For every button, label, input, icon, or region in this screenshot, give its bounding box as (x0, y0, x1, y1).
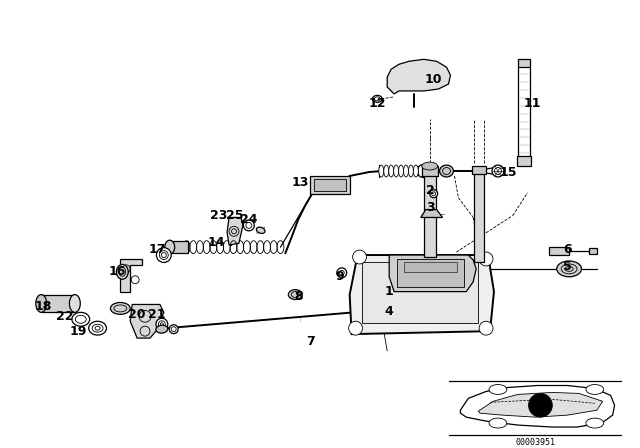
Ellipse shape (277, 241, 284, 254)
Ellipse shape (372, 95, 382, 102)
Circle shape (479, 321, 493, 335)
Ellipse shape (257, 227, 265, 233)
Ellipse shape (384, 165, 388, 177)
Bar (424, 173, 436, 257)
Ellipse shape (557, 261, 582, 277)
Ellipse shape (422, 162, 438, 170)
Ellipse shape (492, 165, 504, 177)
Text: 2: 2 (426, 184, 435, 197)
Circle shape (529, 393, 552, 417)
Circle shape (349, 321, 362, 335)
Bar (362, 262, 478, 323)
Text: 6: 6 (563, 243, 572, 256)
Ellipse shape (156, 318, 168, 330)
Text: 21: 21 (148, 308, 166, 321)
Ellipse shape (337, 268, 347, 278)
Text: 14: 14 (207, 236, 225, 249)
Ellipse shape (210, 241, 217, 254)
Ellipse shape (156, 248, 172, 263)
Text: 1: 1 (385, 285, 394, 298)
Bar (397, 259, 465, 287)
Circle shape (353, 250, 367, 264)
Ellipse shape (489, 418, 507, 428)
Ellipse shape (69, 295, 80, 312)
Ellipse shape (399, 165, 404, 177)
Polygon shape (120, 259, 142, 292)
Polygon shape (387, 59, 451, 94)
Ellipse shape (413, 165, 419, 177)
Text: 4: 4 (385, 305, 394, 318)
Ellipse shape (72, 312, 90, 326)
Ellipse shape (421, 301, 436, 309)
Polygon shape (130, 305, 164, 338)
Bar (589, 248, 596, 254)
Text: 11: 11 (524, 97, 541, 110)
Text: 24: 24 (240, 213, 257, 226)
Text: 25: 25 (226, 209, 244, 222)
Ellipse shape (264, 241, 271, 254)
Circle shape (479, 252, 493, 266)
Bar (472, 166, 486, 174)
Ellipse shape (183, 241, 190, 254)
Ellipse shape (169, 325, 178, 334)
Bar (518, 59, 529, 67)
Ellipse shape (111, 302, 130, 314)
Ellipse shape (388, 165, 394, 177)
Bar (422, 166, 438, 176)
Polygon shape (421, 210, 443, 217)
Bar (404, 262, 458, 272)
Ellipse shape (379, 165, 384, 177)
Polygon shape (41, 295, 75, 312)
Ellipse shape (489, 384, 507, 394)
Text: 12: 12 (369, 97, 386, 110)
Ellipse shape (196, 241, 204, 254)
Bar (310, 176, 349, 194)
Text: 9: 9 (335, 270, 344, 283)
Text: 7: 7 (306, 335, 314, 348)
Text: 23: 23 (211, 209, 228, 222)
Ellipse shape (165, 240, 175, 254)
Polygon shape (389, 255, 476, 292)
Ellipse shape (408, 165, 413, 177)
Ellipse shape (116, 264, 128, 279)
Polygon shape (460, 386, 614, 427)
Text: 20: 20 (129, 308, 146, 321)
Text: 15: 15 (499, 167, 516, 180)
Ellipse shape (289, 289, 302, 300)
Text: 19: 19 (69, 325, 86, 338)
Ellipse shape (156, 325, 168, 333)
Bar (549, 247, 569, 255)
Polygon shape (478, 392, 603, 417)
Bar (314, 179, 346, 191)
Ellipse shape (243, 220, 254, 231)
Ellipse shape (404, 165, 408, 177)
Text: 3: 3 (426, 201, 435, 214)
Ellipse shape (586, 384, 604, 394)
Polygon shape (227, 217, 243, 245)
Ellipse shape (586, 418, 604, 428)
Text: 00003951: 00003951 (515, 438, 556, 447)
Bar (516, 156, 531, 166)
Ellipse shape (237, 241, 244, 254)
Text: 22: 22 (56, 310, 74, 323)
Text: 18: 18 (35, 300, 52, 313)
Text: 10: 10 (425, 73, 442, 86)
Text: 16: 16 (109, 265, 126, 278)
Bar (474, 173, 484, 262)
Text: 17: 17 (148, 243, 166, 256)
Ellipse shape (250, 241, 257, 254)
Text: 5: 5 (563, 260, 572, 273)
Polygon shape (349, 255, 494, 334)
Ellipse shape (36, 295, 47, 312)
Text: 13: 13 (292, 177, 309, 190)
Ellipse shape (429, 190, 438, 198)
Bar (170, 241, 188, 253)
Ellipse shape (89, 321, 106, 335)
Text: 8: 8 (294, 290, 303, 303)
Ellipse shape (440, 165, 454, 177)
Ellipse shape (419, 165, 423, 177)
Ellipse shape (223, 241, 230, 254)
Ellipse shape (416, 164, 438, 178)
Ellipse shape (394, 165, 399, 177)
